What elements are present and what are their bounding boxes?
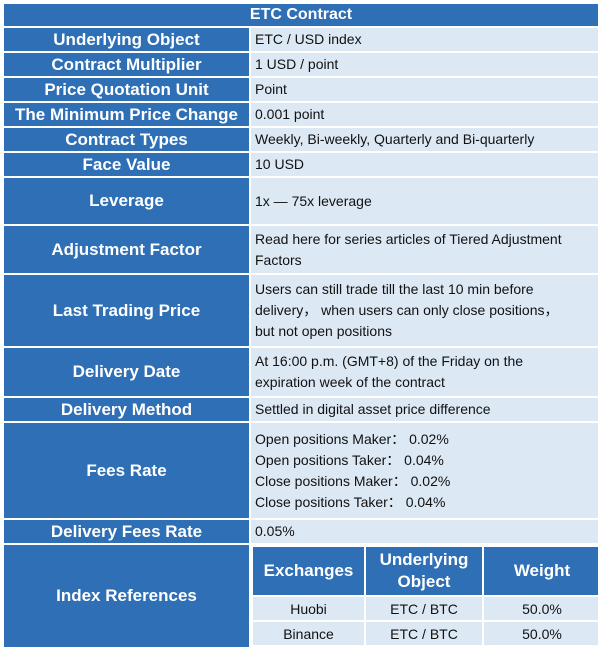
value-line: expiration week of the contract — [255, 374, 445, 390]
value-line: Close positions Maker： 0.02% — [255, 472, 451, 489]
table-row: Fees Rate Open positions Maker： 0.02% Op… — [2, 421, 600, 520]
table-row: Face Value 10 USD — [2, 151, 600, 178]
table-row: The Minimum Price Change 0.001 point — [2, 101, 600, 128]
table-row: Price Quotation Unit Point — [2, 76, 600, 103]
index-references-table-cell: Exchanges Underlying Object Weight Huobi… — [248, 543, 600, 649]
table-row: Binance ETC / BTC 50.0% — [251, 620, 600, 647]
value-line: Settled in digital asset price differenc… — [255, 401, 491, 417]
table-row: Leverage 1x — 75x leverage — [2, 176, 600, 226]
index-references-row: Index References Exchanges Underlying Ob… — [2, 543, 600, 649]
row-label: Leverage — [2, 176, 251, 226]
row-label: The Minimum Price Change — [2, 101, 251, 128]
value-line: 0.05% — [255, 523, 295, 539]
column-header: Underlying Object — [364, 545, 484, 597]
table-row: Huobi ETC / BTC 50.0% — [251, 595, 600, 622]
row-label: Adjustment Factor — [2, 224, 251, 275]
row-value: Users can still trade till the last 10 m… — [248, 273, 600, 348]
value-line: 10 USD — [255, 156, 305, 172]
value-line: Open positions Taker： 0.04% — [255, 451, 444, 468]
weight-cell: 50.0% — [482, 620, 600, 647]
table-row: Underlying Object ETC / USD index — [2, 26, 600, 53]
row-label: Last Trading Price — [2, 273, 251, 348]
value-line: At 16:00 p.m. (GMT+8) of the Friday on t… — [255, 353, 524, 369]
column-header: Exchanges — [251, 545, 366, 597]
underlying-cell: ETC / BTC — [364, 595, 484, 622]
row-label: Contract Multiplier — [2, 51, 251, 78]
table-row: Delivery Date At 16:00 p.m. (GMT+8) of t… — [2, 346, 600, 398]
value-line: Factors — [255, 251, 302, 268]
row-label: Face Value — [2, 151, 251, 178]
row-label: Index References — [2, 543, 251, 649]
weight-cell: 50.0% — [482, 595, 600, 622]
underlying-cell: ETC / BTC — [364, 620, 484, 647]
value-line: 1 USD / point — [255, 56, 339, 72]
row-label: Delivery Method — [2, 396, 251, 423]
table-row: Contract Multiplier 1 USD / point — [2, 51, 600, 78]
value-line: ETC / USD index — [255, 31, 362, 47]
value-line: Close positions Taker： 0.04% — [255, 493, 446, 510]
exchange-cell: Huobi — [251, 595, 366, 622]
row-value: 0.05% — [248, 518, 600, 545]
row-label: Delivery Fees Rate — [2, 518, 251, 545]
index-header-row: Exchanges Underlying Object Weight — [251, 545, 600, 597]
value-line: Open positions Maker： 0.02% — [255, 430, 449, 447]
row-value: 1x — 75x leverage — [248, 176, 600, 226]
row-value: Weekly, Bi-weekly, Quarterly and Bi-quar… — [248, 126, 600, 153]
row-value: Settled in digital asset price differenc… — [248, 396, 600, 423]
row-label: Underlying Object — [2, 26, 251, 53]
table-row: Delivery Method Settled in digital asset… — [2, 396, 600, 423]
row-value: 1 USD / point — [248, 51, 600, 78]
exchange-cell: Binance — [251, 620, 366, 647]
row-label: Fees Rate — [2, 421, 251, 520]
row-value: Point — [248, 76, 600, 103]
index-references-table: Exchanges Underlying Object Weight Huobi… — [251, 545, 600, 647]
value-line: Weekly, Bi-weekly, Quarterly and Bi-quar… — [255, 131, 535, 147]
value-line: 0.001 point — [255, 106, 325, 122]
table-row: Adjustment Factor Read here for series a… — [2, 224, 600, 275]
row-value: Open positions Maker： 0.02% Open positio… — [248, 421, 600, 520]
value-line: 1x — 75x leverage — [255, 192, 372, 209]
row-value: Read here for series articles of Tiered … — [248, 224, 600, 275]
value-line: delivery， when users can only close posi… — [255, 302, 559, 318]
row-label: Contract Types — [2, 126, 251, 153]
table-row: Delivery Fees Rate 0.05% — [2, 518, 600, 545]
value-line: but not open positions — [255, 323, 392, 339]
row-label: Price Quotation Unit — [2, 76, 251, 103]
title-row: ETC Contract — [1, 2, 600, 28]
column-header: Weight — [482, 545, 600, 597]
table-row: Contract Types Weekly, Bi-weekly, Quarte… — [2, 126, 600, 153]
table-title: ETC Contract — [1, 2, 600, 28]
row-value: ETC / USD index — [248, 26, 600, 53]
table-row: Last Trading Price Users can still trade… — [2, 273, 600, 348]
row-value: At 16:00 p.m. (GMT+8) of the Friday on t… — [248, 346, 600, 398]
row-label: Delivery Date — [2, 346, 251, 398]
value-line: Read here for series articles of Tiered … — [255, 230, 562, 247]
row-value: 10 USD — [248, 151, 600, 178]
row-value: 0.001 point — [248, 101, 600, 128]
value-line: Point — [255, 81, 287, 97]
value-line: Users can still trade till the last 10 m… — [255, 281, 534, 297]
